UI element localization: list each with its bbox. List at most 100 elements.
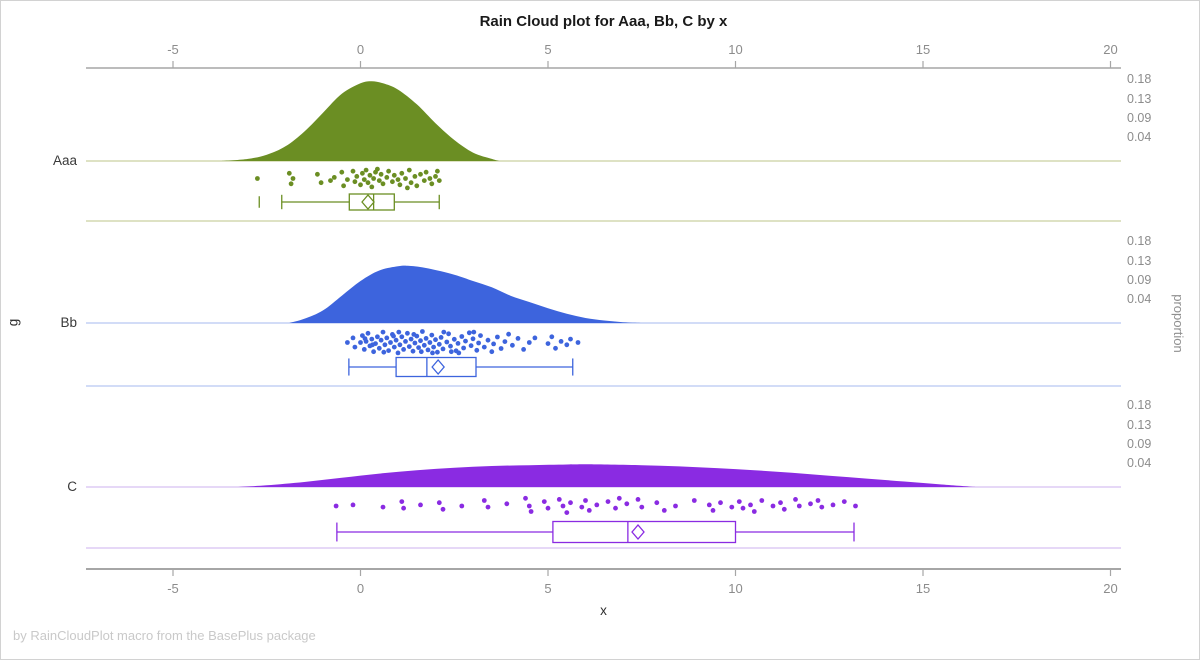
rain-point-bb [476,340,481,346]
density-cloud-c [236,464,976,487]
rain-point-c [661,508,667,513]
rain-point-aaa [318,180,324,186]
rain-point-c [819,504,825,510]
rain-point-bb [435,349,440,355]
rain-point-bb [430,350,435,356]
bottom-x-axis-tick-label: 15 [916,581,930,596]
rain-point-bb [423,336,429,341]
rain-point-c [796,503,802,509]
rain-point-bb [502,339,508,344]
rain-point-bb [378,337,384,343]
rain-point-bb [393,337,399,343]
rain-point-c [691,498,697,503]
rain-point-c [616,495,622,501]
top-x-axis-tick-label: 5 [544,42,551,57]
rain-point-aaa [378,171,384,177]
rain-point-c [528,509,534,514]
bottom-x-axis-tick-label: -5 [167,581,179,596]
rain-point-aaa [384,175,390,180]
rain-point-bb [418,349,424,355]
rain-point-bb [491,341,496,347]
proportion-tick-label-bb: 0.09 [1127,273,1151,287]
rain-point-bb [410,348,416,354]
rain-point-c [759,498,765,503]
mean-diamond-bb [431,359,445,375]
rain-point-c [710,508,716,513]
rain-point-bb [369,336,375,342]
rain-point-bb [365,330,371,336]
rain-point-bb [397,342,403,348]
proportion-tick-label-aaa: 0.09 [1127,111,1151,125]
rain-point-c [639,504,645,510]
top-x-axis-tick-label: 0 [357,42,364,57]
rain-point-bb [510,342,515,348]
rain-point-bb [455,341,461,346]
rain-point-bb [358,340,363,345]
rain-point-c [583,498,588,503]
rain-point-c [841,499,847,504]
rain-point-c [418,502,423,508]
rain-point-bb [564,342,570,348]
rain-point-c [751,509,757,514]
rain-point-aaa [405,185,410,191]
rain-point-c [635,497,641,502]
rain-point-bb [388,340,393,345]
rain-point-bb [399,334,405,340]
rain-point-aaa [363,167,369,173]
rain-point-aaa [406,167,412,173]
rain-point-c [380,504,386,510]
rain-point-bb [448,349,454,355]
rain-point-aaa [414,183,420,189]
rain-point-c [568,500,573,506]
rain-point-aaa [365,180,371,186]
rain-point-bb [444,339,450,345]
rain-point-bb [438,335,444,340]
rain-point-aaa [350,168,356,174]
rain-point-bb [440,346,446,352]
proportion-tick-label-c: 0.09 [1127,437,1151,451]
rain-point-bb [463,338,468,344]
rain-point-bb [532,335,538,341]
mean-diamond-aaa [361,194,375,210]
rain-point-aaa [286,170,292,176]
rain-point-c [770,503,776,509]
rain-point-bb [446,331,451,337]
top-x-axis-tick-label: 20 [1103,42,1117,57]
mean-diamond-c [631,524,645,540]
rain-point-bb [498,346,504,351]
rain-point-c [808,501,813,507]
rain-point-c [564,510,570,515]
rain-point-aaa [361,177,367,183]
rain-point-aaa [412,174,418,179]
rain-point-bb [408,336,414,342]
rain-point-aaa [339,169,345,175]
rain-point-bb [386,348,391,353]
rain-point-bb [405,330,410,336]
rain-point-bb [468,343,474,349]
rain-point-c [586,508,592,513]
rain-point-bb [461,345,466,351]
rain-point-bb [478,333,483,338]
rain-point-aaa [328,178,333,184]
proportion-tick-label-aaa: 0.13 [1127,92,1151,106]
rain-point-bb [495,334,500,340]
rain-point-aaa [331,175,337,180]
bottom-x-axis-tick-label: 10 [728,581,742,596]
rain-point-bb [436,341,442,347]
rain-point-bb [350,335,356,341]
rain-point-bb [382,342,388,348]
rain-point-c [485,504,491,510]
rain-point-aaa [391,172,397,178]
rain-point-c [594,502,600,508]
rain-point-aaa [369,184,375,190]
rain-point-bb [515,336,521,341]
rain-point-c [718,500,723,506]
bottom-x-axis-tick-label: 5 [544,581,551,596]
rain-point-aaa [315,171,320,177]
rain-point-c [504,501,510,507]
rain-point-bb [459,334,465,339]
rain-point-aaa [408,180,414,186]
rain-point-bb [441,329,447,335]
